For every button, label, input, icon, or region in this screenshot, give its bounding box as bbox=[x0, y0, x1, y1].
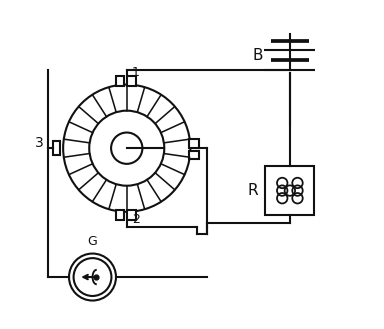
Bar bbox=[53, 141, 60, 155]
Bar bbox=[116, 76, 124, 86]
Text: B: B bbox=[252, 48, 263, 63]
Text: R: R bbox=[247, 183, 258, 198]
Bar bbox=[127, 210, 136, 220]
Bar bbox=[189, 139, 199, 147]
Circle shape bbox=[69, 254, 116, 300]
Text: 2: 2 bbox=[132, 213, 139, 226]
Circle shape bbox=[89, 111, 164, 186]
Text: 1: 1 bbox=[132, 66, 139, 79]
Bar bbox=[189, 151, 199, 159]
Text: 3: 3 bbox=[35, 136, 44, 150]
Text: G: G bbox=[88, 236, 98, 248]
Bar bbox=[127, 76, 136, 86]
Bar bbox=[265, 166, 314, 215]
Bar bbox=[116, 210, 124, 220]
